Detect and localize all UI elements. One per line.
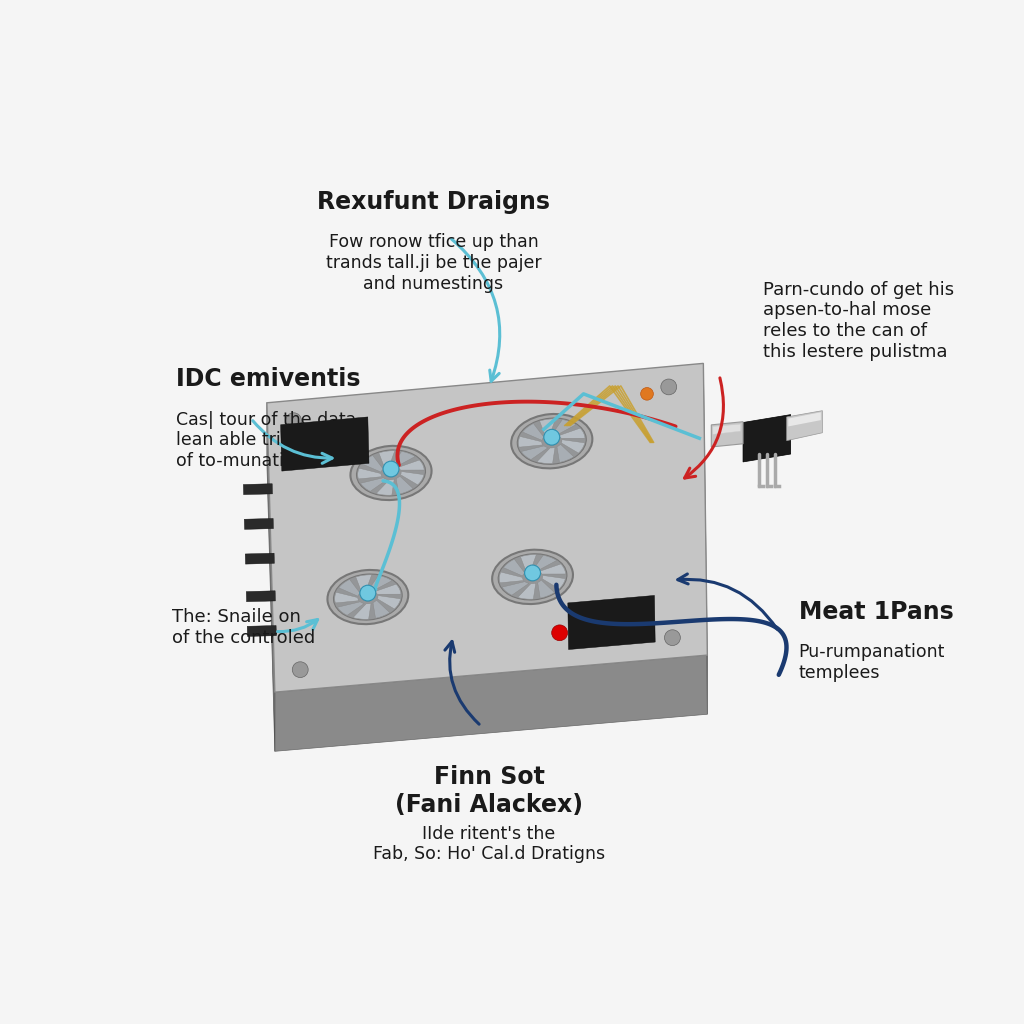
- Ellipse shape: [499, 554, 567, 600]
- Polygon shape: [267, 364, 708, 692]
- Polygon shape: [397, 460, 424, 470]
- Polygon shape: [703, 364, 708, 715]
- Ellipse shape: [365, 595, 371, 599]
- Polygon shape: [378, 596, 400, 609]
- Polygon shape: [522, 424, 544, 440]
- Polygon shape: [335, 592, 359, 603]
- Ellipse shape: [511, 414, 592, 468]
- Ellipse shape: [527, 573, 539, 581]
- Polygon shape: [532, 555, 557, 570]
- Circle shape: [665, 630, 680, 645]
- Polygon shape: [267, 402, 274, 752]
- Ellipse shape: [388, 471, 394, 475]
- Ellipse shape: [362, 593, 374, 601]
- Circle shape: [544, 429, 560, 445]
- Polygon shape: [246, 591, 275, 602]
- Polygon shape: [538, 580, 554, 598]
- Polygon shape: [353, 603, 371, 620]
- Polygon shape: [558, 428, 585, 438]
- Circle shape: [552, 625, 567, 641]
- Polygon shape: [537, 447, 555, 464]
- Text: Pu-rumpanationt
templees: Pu-rumpanationt templees: [799, 643, 945, 682]
- Polygon shape: [502, 582, 528, 595]
- Polygon shape: [743, 415, 791, 462]
- Polygon shape: [245, 553, 274, 564]
- Polygon shape: [391, 452, 415, 467]
- Ellipse shape: [385, 469, 396, 477]
- Polygon shape: [247, 626, 276, 637]
- Polygon shape: [245, 518, 273, 529]
- Text: The: Snaile on
of the controled: The: Snaile on of the controled: [172, 608, 315, 646]
- Polygon shape: [339, 580, 360, 596]
- Circle shape: [286, 413, 301, 429]
- Polygon shape: [552, 420, 575, 435]
- Polygon shape: [357, 468, 382, 479]
- Circle shape: [383, 461, 399, 477]
- Circle shape: [359, 585, 376, 601]
- Circle shape: [641, 387, 653, 400]
- Polygon shape: [368, 575, 392, 591]
- Polygon shape: [379, 451, 395, 468]
- Circle shape: [524, 565, 541, 581]
- Circle shape: [660, 379, 677, 395]
- Text: Finn Sot
(Fani Alackex): Finn Sot (Fani Alackex): [395, 766, 583, 817]
- Polygon shape: [713, 424, 740, 434]
- Polygon shape: [557, 444, 573, 463]
- Polygon shape: [375, 584, 401, 594]
- Circle shape: [292, 662, 308, 678]
- Text: Parn-cundo of get his
apsen-to-hal mose
reles to the can of
this lestere pulistm: Parn-cundo of get his apsen-to-hal mose …: [763, 281, 954, 361]
- Polygon shape: [361, 456, 383, 472]
- Text: IDC emiventis: IDC emiventis: [176, 368, 360, 391]
- Ellipse shape: [350, 445, 431, 500]
- Text: Cas| tour of the data
lean able triclery
of to-munatips: Cas| tour of the data lean able triclery…: [176, 411, 356, 470]
- Polygon shape: [281, 417, 369, 471]
- Polygon shape: [244, 483, 272, 495]
- Polygon shape: [373, 600, 390, 618]
- Text: Rexufunt Draigns: Rexufunt Draigns: [317, 189, 550, 214]
- Ellipse shape: [328, 570, 409, 625]
- Ellipse shape: [517, 418, 587, 464]
- Polygon shape: [376, 479, 394, 496]
- Polygon shape: [500, 572, 523, 583]
- Polygon shape: [788, 413, 821, 426]
- Polygon shape: [786, 411, 822, 440]
- Polygon shape: [542, 575, 565, 589]
- Polygon shape: [396, 476, 413, 495]
- Text: IIde ritent's the
Fab, So: Ho' Cal.d Dratigns: IIde ritent's the Fab, So: Ho' Cal.d Dra…: [373, 824, 605, 863]
- Polygon shape: [504, 559, 524, 577]
- Polygon shape: [567, 595, 655, 649]
- Ellipse shape: [546, 437, 557, 445]
- Ellipse shape: [493, 550, 573, 604]
- Polygon shape: [518, 436, 543, 447]
- Ellipse shape: [356, 450, 426, 496]
- Polygon shape: [540, 419, 556, 436]
- Polygon shape: [561, 439, 585, 453]
- Ellipse shape: [334, 574, 402, 621]
- Text: Fow ronow tfice up than
trands tall.ji be the pajer
and numestings: Fow ronow tfice up than trands tall.ji b…: [326, 233, 542, 293]
- Polygon shape: [712, 422, 743, 446]
- Polygon shape: [338, 602, 365, 615]
- Polygon shape: [355, 574, 372, 592]
- Ellipse shape: [529, 574, 536, 579]
- Polygon shape: [521, 446, 548, 460]
- Polygon shape: [400, 471, 424, 484]
- Polygon shape: [540, 564, 565, 574]
- Polygon shape: [518, 583, 536, 599]
- Text: Meat 1Pans: Meat 1Pans: [799, 600, 953, 624]
- Polygon shape: [520, 555, 537, 571]
- Polygon shape: [360, 478, 387, 492]
- Polygon shape: [274, 655, 708, 752]
- Ellipse shape: [549, 439, 555, 443]
